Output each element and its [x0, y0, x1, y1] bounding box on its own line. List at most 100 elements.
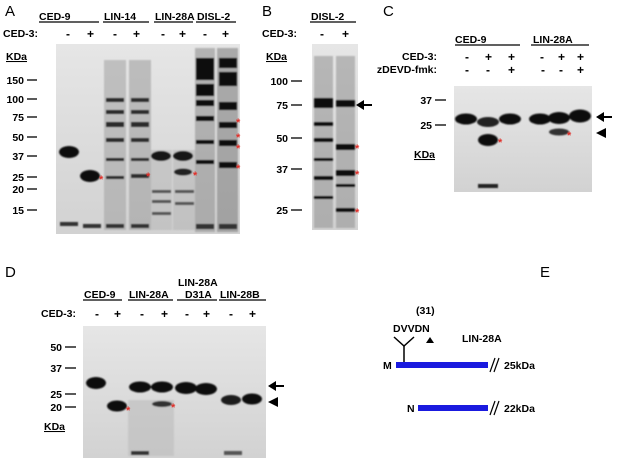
panel-d-sign-6: +	[203, 307, 210, 321]
panel-c: C CED-9 LIN-28A CED-3: zDEVD-fmk: - + + …	[377, 3, 612, 192]
panel-b-marker-25: 25	[276, 205, 288, 217]
panel-c-cleavage-star: *	[498, 137, 503, 149]
panel-b-blot	[312, 44, 358, 230]
panel-e-protein: LIN-28A	[462, 333, 502, 345]
panel-a-group-disl2: DISL-2	[197, 11, 230, 23]
panel-a-sign-7: -	[203, 27, 207, 41]
panel-a-kda: KDa	[6, 51, 27, 63]
panel-e-cleaved-size: 22kDa	[504, 403, 535, 415]
panel-a-marker-75: 75	[12, 112, 24, 124]
panel-a-sign-4: +	[133, 27, 140, 41]
panel-d-group-lin28a-mut: LIN-28A	[178, 277, 218, 289]
panel-d-marker-25: 25	[50, 389, 62, 401]
panel-c-ced3-sign-5: +	[558, 50, 565, 64]
panel-c-ced3-label: CED-3:	[402, 51, 437, 63]
panel-c-group-ced9: CED-9	[455, 34, 487, 46]
panel-b-arrow	[356, 100, 372, 110]
panel-c-kda: KDa	[414, 149, 435, 161]
panel-d-mutant-label: D31A	[185, 289, 212, 301]
panel-d-cleavage-star: *	[126, 405, 131, 417]
panel-letter-b: B	[262, 3, 272, 20]
panel-c-ced3-sign-2: +	[485, 50, 492, 64]
panel-e-cleavage-marker	[393, 336, 415, 362]
panel-a-marker-25: 25	[12, 172, 24, 184]
panel-e-full-start: M	[383, 360, 392, 372]
panel-a-group-lin28a: LIN-28A	[155, 11, 195, 23]
panel-b-marker-37: 37	[276, 164, 288, 176]
panel-c-zdevd-sign-2: -	[486, 63, 490, 77]
panel-b-cleavage-star: *	[355, 143, 360, 155]
panel-e-full-size: 25kDa	[504, 360, 535, 372]
panel-d-sign-2: +	[114, 307, 121, 321]
panel-c-marker-37: 37	[420, 95, 432, 107]
panel-d-group-ced9: CED-9	[84, 289, 116, 301]
panel-e-full-length-bar	[396, 362, 488, 368]
panel-letter-d: D	[5, 264, 16, 281]
panel-a-cleavage-star: *	[99, 174, 104, 186]
panel-b-marker-50: 50	[276, 133, 288, 145]
panel-b-sign-2: +	[342, 27, 349, 41]
panel-c-arrowhead	[596, 128, 606, 138]
panel-letter-c: C	[383, 3, 394, 20]
panel-a-cleavage-star: *	[236, 117, 241, 129]
panel-a-marker-50: 50	[12, 132, 24, 144]
panel-letter-a: A	[5, 3, 15, 20]
panel-c-ced3-sign-1: -	[465, 50, 469, 64]
panel-c-marker-25: 25	[420, 120, 432, 132]
panel-a-cleavage-star: *	[236, 132, 241, 144]
panel-d-marker-37: 37	[50, 363, 62, 375]
panel-b: B DISL-2 CED-3: - + KDa 100 75 50 37 25	[262, 3, 372, 230]
panel-a-group-lin14: LIN-14	[104, 11, 136, 23]
panel-e-site-arrowhead	[426, 337, 434, 343]
panel-a-sign-2: +	[87, 27, 94, 41]
panel-d-sign-3: -	[140, 307, 144, 321]
panel-a-marker-20: 20	[12, 184, 24, 196]
panel-a-marker-100: 100	[6, 94, 24, 106]
panel-c-zdevd-sign-3: +	[508, 63, 515, 77]
panel-a-cleavage-star: *	[236, 163, 241, 175]
panel-d-sign-4: +	[161, 307, 168, 321]
panel-a: A CED-9 LIN-14 LIN-28A DISL-2 CED-3: - +…	[3, 3, 241, 234]
panel-c-ced3-sign-4: -	[540, 50, 544, 64]
panel-a-sign-5: -	[161, 27, 165, 41]
panel-d-arrow	[268, 381, 284, 391]
panel-c-cleavage-star: *	[567, 130, 572, 142]
panel-c-zdevd-sign-6: +	[577, 63, 584, 77]
panel-e: E (31) DVVDN LIN-28A M 25kDa N 22kDa	[383, 264, 550, 416]
panel-a-ced3-label: CED-3:	[3, 28, 38, 40]
panel-d-sign-5: -	[185, 307, 189, 321]
panel-letter-e: E	[540, 264, 550, 281]
panel-d: D CED-9 LIN-28A LIN-28A D31A LIN-28B CED…	[5, 264, 284, 458]
panel-a-cleavage-star: *	[146, 171, 151, 183]
panel-c-zdevd-sign-4: -	[541, 63, 545, 77]
panel-d-marker-20: 20	[50, 402, 62, 414]
panel-a-cleavage-star: *	[193, 170, 198, 182]
panel-c-zdevd-label: zDEVD-fmk:	[377, 64, 437, 76]
panel-b-marker-100: 100	[270, 76, 288, 88]
panel-a-marker-150: 150	[6, 75, 24, 87]
panel-c-zdevd-sign-5: -	[559, 63, 563, 77]
panel-d-kda: KDa	[44, 421, 65, 433]
panel-b-cleavage-star: *	[355, 207, 360, 219]
panel-e-site-seq: DVVDN	[393, 323, 430, 335]
panel-a-sign-8: +	[222, 27, 229, 41]
panel-c-ced3-sign-6: +	[577, 50, 584, 64]
panel-a-marker-37: 37	[12, 151, 24, 163]
panel-a-sign-6: +	[179, 27, 186, 41]
panel-d-sign-7: -	[229, 307, 233, 321]
panel-d-arrowhead	[268, 397, 278, 407]
panel-a-sign-3: -	[113, 27, 117, 41]
panel-e-cleaved-bar	[418, 405, 488, 411]
panel-c-group-lin28a: LIN-28A	[533, 34, 573, 46]
panel-e-site-number: (31)	[416, 305, 435, 317]
panel-d-blot	[83, 326, 266, 458]
panel-a-marker-15: 15	[12, 205, 24, 217]
panel-c-ced3-sign-3: +	[508, 50, 515, 64]
panel-e-break-mark	[489, 400, 500, 416]
panel-d-marker-50: 50	[50, 342, 62, 354]
panel-b-marker-75: 75	[276, 100, 288, 112]
panel-c-blot	[454, 86, 592, 192]
panel-e-cleaved-start: N	[407, 403, 415, 415]
panel-c-zdevd-sign-1: -	[465, 63, 469, 77]
